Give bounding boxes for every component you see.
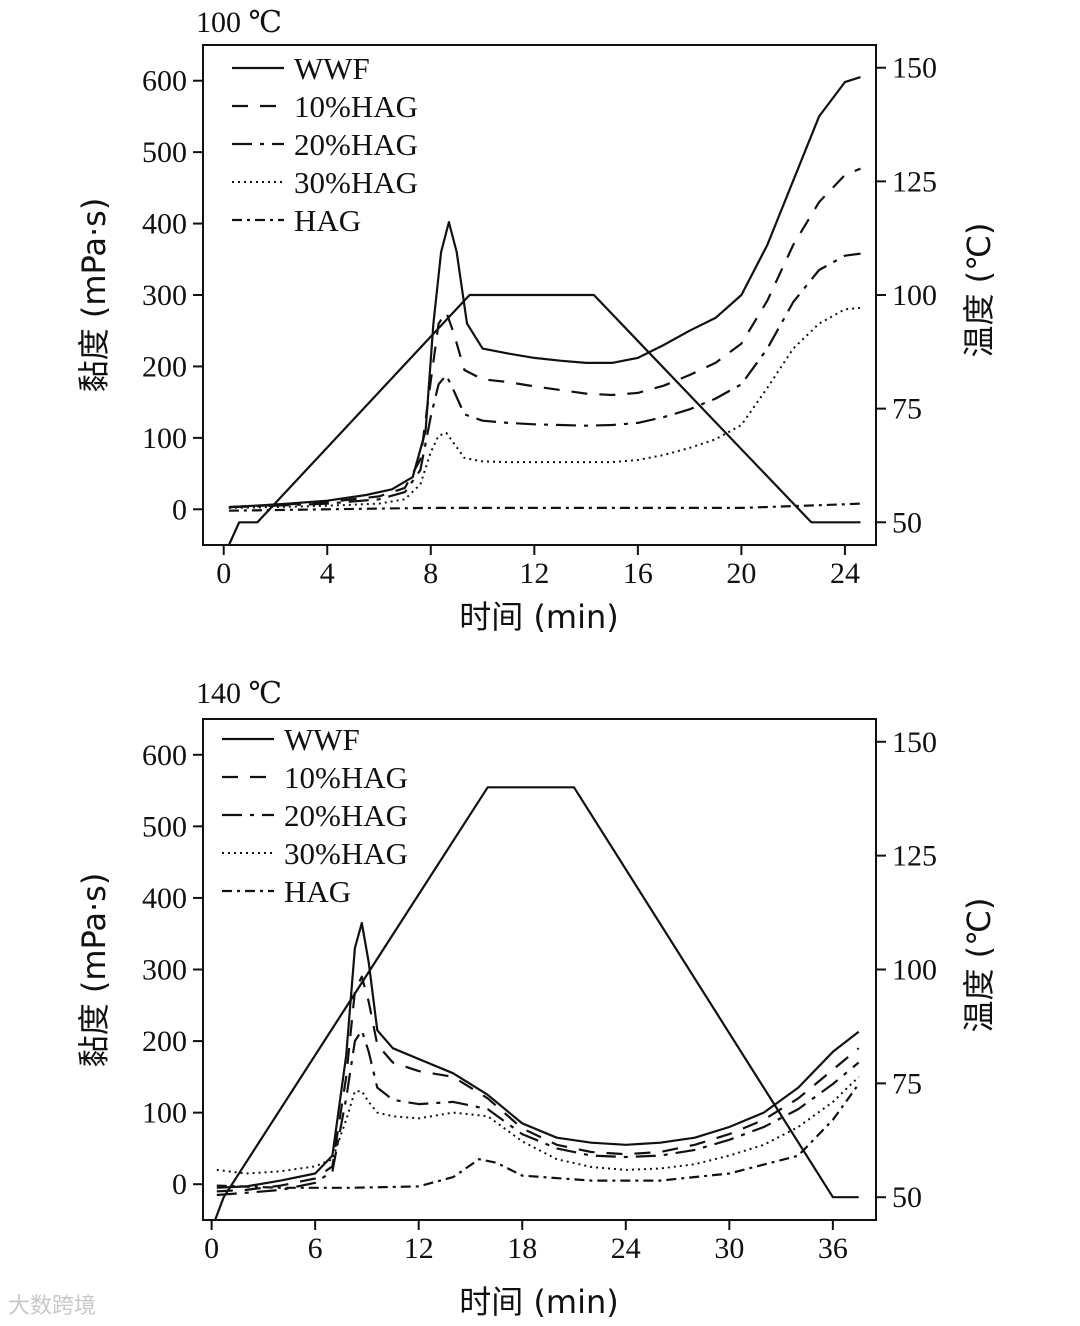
x-tick-label: 20	[726, 557, 756, 590]
y2-tick-label: 125	[892, 840, 937, 873]
series-line-hag	[228, 502, 861, 512]
y-tick-label: 300	[142, 954, 187, 987]
legend-label-wwf: WWF	[294, 51, 370, 86]
y2-tick-label: 100	[892, 954, 937, 987]
y2-tick-label: 50	[892, 1181, 922, 1214]
legend: WWF 10%HAG 20%HAG 30%HAG HAG	[232, 51, 418, 238]
x-tick-label: 12	[404, 1232, 434, 1265]
legend-label-30hag: 30%HAG	[284, 836, 408, 871]
ticks-layer: 0 4 8 12 16 20 24 0 100 200 300 400 500 600 50 75 100 125…	[142, 52, 937, 590]
y-axis-label: 黏度 (mPa·s)	[75, 198, 113, 393]
series-line-20hag	[228, 252, 861, 509]
x-tick-label: 6	[308, 1232, 323, 1265]
x-tick-label: 0	[204, 1232, 219, 1265]
legend-label-30hag: 30%HAG	[294, 165, 418, 200]
y-tick-label: 200	[142, 1025, 187, 1058]
series-layer	[227, 76, 861, 546]
series-layer	[214, 786, 860, 1221]
x-axis-label: 时间 (min)	[459, 598, 619, 636]
x-tick-label: 16	[623, 557, 653, 590]
legend-label-hag: HAG	[294, 203, 361, 238]
x-tick-label: 12	[519, 557, 549, 590]
y2-tick-label: 75	[892, 393, 922, 426]
legend-label-20hag: 20%HAG	[284, 798, 408, 833]
series-line-hag	[216, 1083, 860, 1189]
legend: WWF 10%HAG 20%HAG 30%HAG HAG	[222, 722, 408, 909]
y-tick-label: 200	[142, 350, 187, 383]
y2-tick-label: 100	[892, 279, 937, 312]
legend-label-10hag: 10%HAG	[284, 760, 408, 795]
x-tick-label: 30	[714, 1232, 744, 1265]
chart-panel-140c: 140 ℃ 0 6 12 18 24 30 36 0 100 200 300 400 500 600 50 7…	[75, 677, 998, 1321]
legend-label-10hag: 10%HAG	[294, 89, 418, 124]
ticks-layer: 0 6 12 18 24 30 36 0 100 200 300 400 500 600 50 75 100 12…	[142, 726, 937, 1265]
watermark-text: 大数跨境	[8, 1294, 97, 1319]
panel-title: 140 ℃	[196, 677, 282, 710]
x-tick-label: 36	[818, 1232, 848, 1265]
legend-label-20hag: 20%HAG	[294, 127, 418, 162]
y-tick-label: 600	[142, 65, 187, 98]
y2-tick-label: 150	[892, 52, 937, 85]
y2-tick-label: 50	[892, 506, 922, 539]
series-line-20hag	[216, 1029, 860, 1197]
series-line-temperature	[214, 786, 859, 1221]
x-tick-label: 24	[830, 557, 860, 590]
y-tick-label: 500	[142, 136, 187, 169]
y-tick-label: 100	[142, 422, 187, 455]
y2-axis-label: 温度 (℃)	[960, 897, 998, 1032]
x-tick-label: 4	[320, 557, 335, 590]
y2-tick-label: 125	[892, 165, 937, 198]
x-axis-label: 时间 (min)	[459, 1283, 619, 1321]
y-tick-label: 0	[172, 1168, 187, 1201]
y-tick-label: 400	[142, 882, 187, 915]
series-line-temperature	[227, 293, 861, 546]
y-tick-label: 400	[142, 208, 187, 241]
series-line-wwf	[216, 921, 860, 1189]
legend-label-wwf: WWF	[284, 722, 360, 757]
y2-tick-label: 150	[892, 726, 937, 759]
x-tick-label: 24	[611, 1232, 641, 1265]
y-tick-label: 0	[172, 493, 187, 526]
y2-tick-label: 75	[892, 1067, 922, 1100]
series-line-wwf	[228, 76, 861, 509]
y2-axis-label: 温度 (℃)	[960, 222, 998, 357]
y-tick-label: 300	[142, 279, 187, 312]
legend-label-hag: HAG	[284, 874, 351, 909]
y-tick-label: 600	[142, 739, 187, 772]
y-tick-label: 100	[142, 1097, 187, 1130]
series-line-30hag	[228, 306, 861, 509]
x-tick-label: 18	[507, 1232, 537, 1265]
y-axis-label: 黏度 (mPa·s)	[75, 873, 113, 1068]
chart-panel-100c: 100 ℃ 0 4 8 12 16 20 24 0 100 200 300 400 500 600 50 75…	[75, 6, 998, 636]
x-tick-label: 0	[216, 557, 231, 590]
panel-title: 100 ℃	[196, 6, 282, 39]
x-tick-label: 8	[423, 557, 438, 590]
y-tick-label: 500	[142, 810, 187, 843]
series-line-30hag	[216, 1076, 860, 1175]
